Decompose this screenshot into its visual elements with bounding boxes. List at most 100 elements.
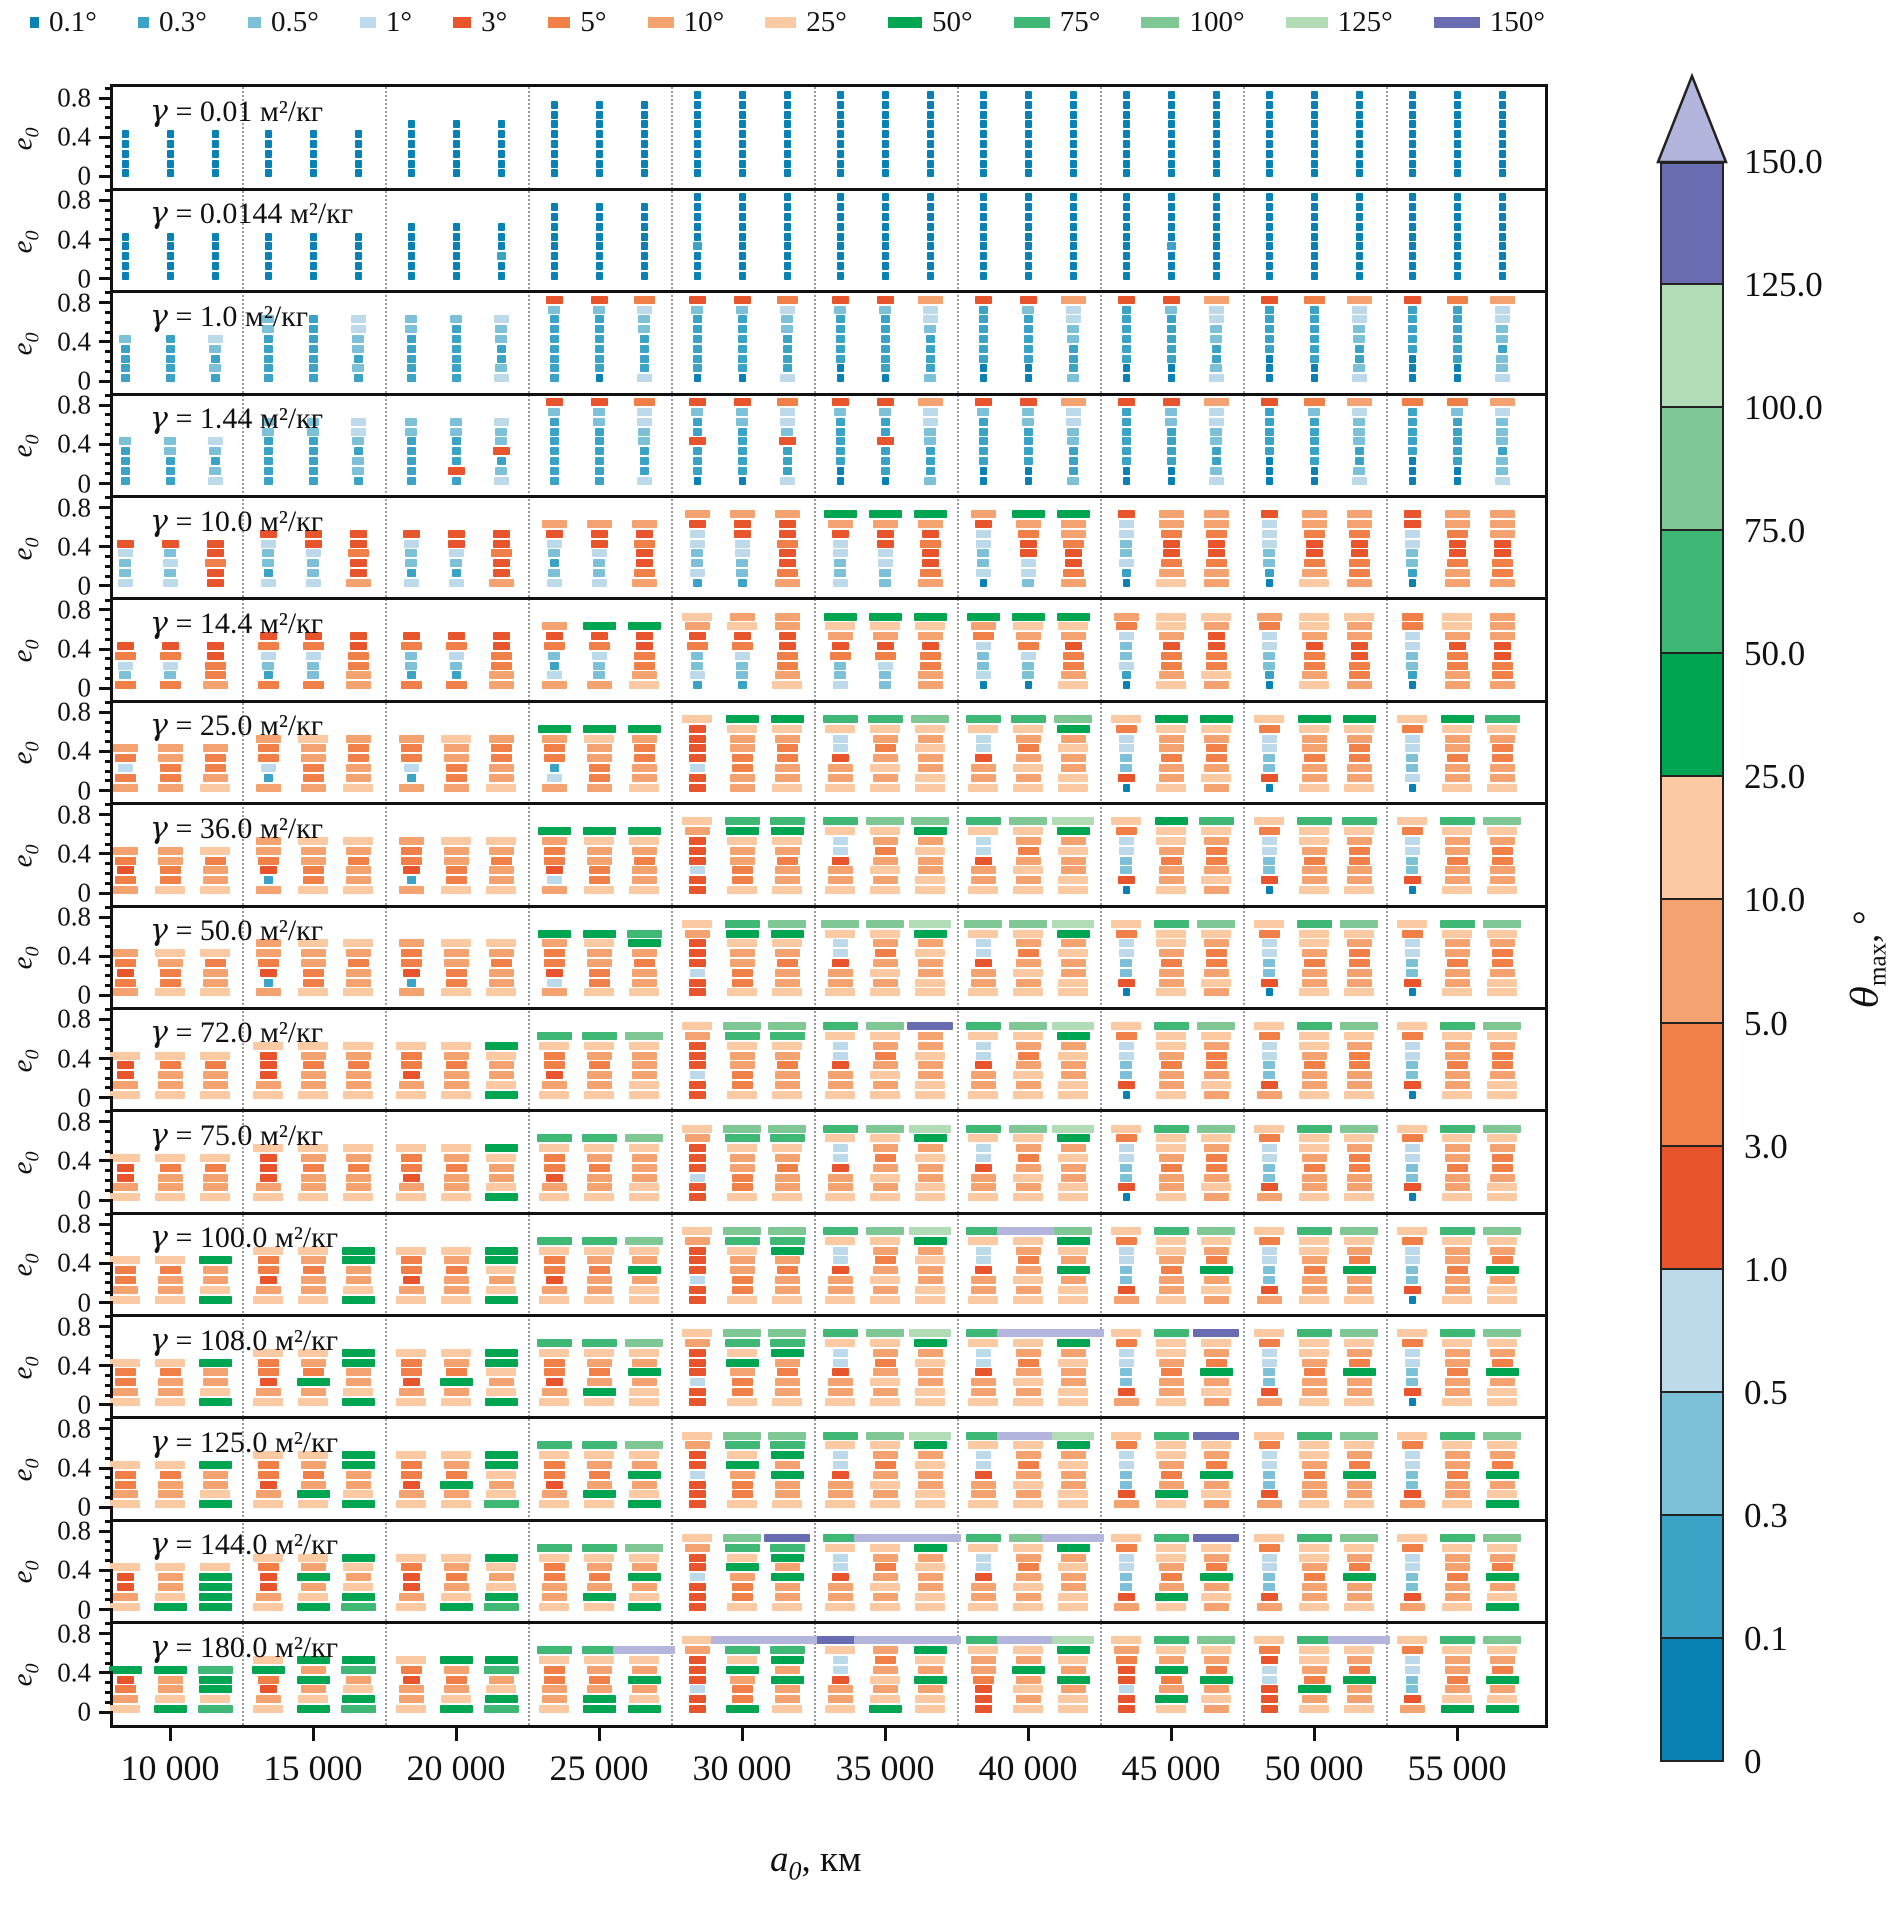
marker-theta-a [264, 149, 272, 158]
marker-theta-h [1013, 1543, 1043, 1552]
marker-theta-g [970, 1592, 996, 1601]
marker-theta-h [1254, 1022, 1284, 1031]
marker-theta-g [398, 734, 424, 743]
marker-theta-f [1491, 754, 1513, 763]
marker-theta-h [682, 1636, 712, 1645]
marker-theta-f [1491, 744, 1513, 753]
marker-theta-h [682, 919, 712, 928]
marker-theta-g [1489, 510, 1515, 519]
marker-theta-c [1120, 539, 1132, 548]
marker-theta-h [915, 1592, 945, 1601]
marker-theta-h [298, 1041, 328, 1050]
marker-theta-b [594, 344, 604, 353]
marker-theta-b [1166, 315, 1176, 324]
y-tick-label: 0.4 [57, 326, 91, 357]
marker-theta-e [206, 651, 224, 660]
marker-theta-h [968, 783, 998, 792]
marker-theta-g [1489, 1480, 1515, 1489]
marker-theta-h [825, 1397, 855, 1406]
marker-theta-a [783, 242, 791, 251]
marker-theta-d [117, 764, 133, 773]
marker-theta-g [1060, 578, 1086, 587]
marker-theta-j [724, 919, 760, 928]
marker-theta-h [1442, 724, 1472, 733]
marker-theta-i [627, 827, 661, 836]
legend-swatch-icon [137, 16, 149, 28]
marker-theta-d [117, 549, 133, 558]
marker-theta-h [968, 1339, 998, 1348]
marker-theta-g [1346, 1592, 1372, 1601]
marker-theta-a [1069, 169, 1077, 178]
marker-theta-f [731, 1071, 753, 1080]
marker-theta-h [1058, 1246, 1088, 1255]
marker-theta-f [114, 1685, 136, 1694]
marker-theta-e [161, 539, 179, 548]
marker-theta-h [825, 988, 855, 997]
marker-theta-i [1154, 1592, 1188, 1601]
marker-theta-b [737, 466, 747, 475]
marker-theta-a [1122, 91, 1130, 99]
marker-theta-g [1060, 1470, 1086, 1479]
marker-theta-h [870, 724, 900, 733]
marker-theta-b [1354, 456, 1364, 465]
marker-theta-d [1261, 837, 1277, 846]
marker-theta-d [1261, 1358, 1277, 1367]
marker-theta-b [1264, 315, 1274, 324]
marker-theta-b [594, 427, 604, 436]
marker-theta-c [924, 325, 936, 334]
marker-theta-f [1258, 1236, 1280, 1245]
x-major-tick [1169, 1725, 1173, 1741]
marker-theta-e [688, 437, 706, 446]
marker-theta-k [768, 1124, 806, 1133]
y-axis-title-sub: 0 [21, 1253, 44, 1264]
legend-label: 0.1° [49, 5, 97, 38]
marker-theta-k [1009, 919, 1047, 928]
y-major-tick [99, 1466, 113, 1470]
marker-theta-a [783, 149, 791, 158]
y-minor-tick [105, 1344, 113, 1348]
marker-theta-h [915, 744, 945, 753]
marker-theta-d [689, 1378, 705, 1387]
y-minor-tick [105, 1690, 113, 1694]
marker-theta-g [1346, 1451, 1372, 1460]
y-axis-title: e0 [7, 1561, 45, 1584]
marker-theta-g [827, 1592, 853, 1601]
marker-theta-g [917, 681, 943, 690]
marker-theta-f [1205, 1563, 1227, 1572]
marker-theta-g [1060, 1451, 1086, 1460]
marker-theta-e [921, 549, 939, 558]
marker-theta-k [1197, 919, 1235, 928]
marker-theta-a [1212, 91, 1220, 99]
marker-theta-a [497, 149, 505, 158]
marker-theta-g [1444, 1388, 1470, 1397]
marker-theta-d [162, 578, 178, 587]
y-axis-title: e0 [7, 1254, 45, 1277]
marker-theta-h [727, 837, 757, 846]
marker-theta-h [1058, 1051, 1088, 1060]
marker-theta-g [872, 1144, 898, 1153]
marker-theta-f [400, 642, 422, 651]
marker-theta-a [1408, 169, 1416, 178]
marker-theta-g [1444, 681, 1470, 690]
marker-theta-b [1309, 456, 1319, 465]
marker-theta-f [1348, 569, 1370, 578]
marker-theta-e [1350, 651, 1368, 660]
marker-theta-f [400, 1256, 422, 1265]
marker-theta-m [817, 1636, 863, 1645]
marker-theta-e [688, 1675, 706, 1684]
marker-theta-b [737, 437, 747, 446]
marker-theta-j [1296, 817, 1332, 826]
marker-theta-f [1205, 1256, 1227, 1265]
marker-theta-a [1453, 149, 1461, 158]
marker-theta-j [724, 1031, 760, 1040]
marker-theta-a [1453, 193, 1461, 202]
x-axis-title-base: a [770, 1839, 789, 1880]
marker-theta-f [1491, 1358, 1513, 1367]
marker-theta-a [1310, 212, 1318, 221]
marker-theta-a [211, 139, 219, 148]
marker-theta-f [1205, 754, 1227, 763]
marker-theta-a [1408, 681, 1416, 690]
marker-theta-h [343, 1685, 373, 1694]
marker-theta-c [1496, 334, 1508, 343]
marker-theta-k [1483, 1022, 1521, 1031]
